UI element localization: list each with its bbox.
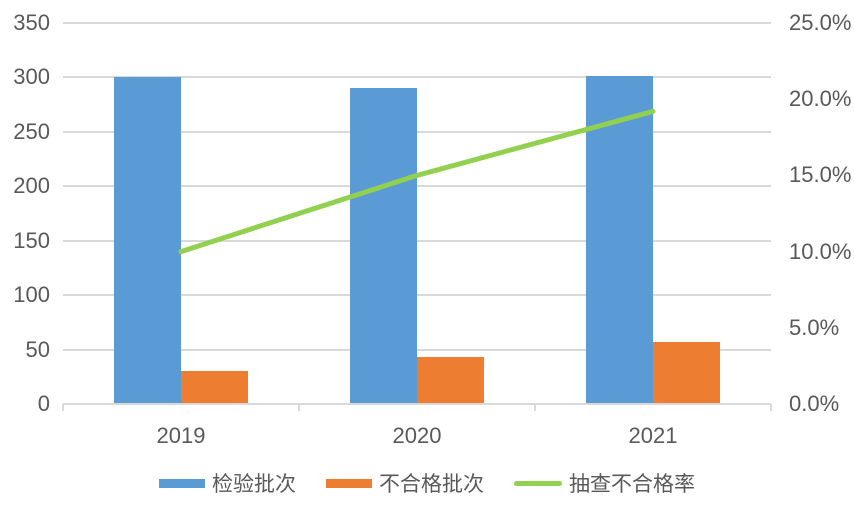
legend-item-inspection-batches: 检验批次 xyxy=(159,468,296,498)
bar-inspection-batches-2021 xyxy=(586,76,653,404)
y-axis-left-label-350: 350 xyxy=(13,10,50,35)
legend-swatch-inspection-batches xyxy=(159,478,205,488)
x-axis-label-2020: 2020 xyxy=(392,423,442,448)
y-axis-left-label-50: 50 xyxy=(25,336,50,362)
y-axis-right-label-25.0%: 25.0% xyxy=(789,10,852,35)
y-axis-right-label-20.0%: 20.0% xyxy=(789,86,852,112)
x-axis-tick xyxy=(770,404,772,411)
y-axis-left-label-100: 100 xyxy=(13,282,50,308)
y-axis-right-label-10.0%: 10.0% xyxy=(789,238,852,264)
bar-unqualified-batches-2021 xyxy=(653,341,720,404)
x-axis-label-2021: 2021 xyxy=(628,423,678,448)
legend-swatch-unqualified-batches xyxy=(326,478,372,488)
y-axis-left-label-150: 150 xyxy=(13,227,50,253)
y-axis-left-label-200: 200 xyxy=(13,173,50,199)
y-axis-right-label-0.0%: 0.0% xyxy=(789,391,840,416)
x-axis-label-2019: 2019 xyxy=(156,423,206,448)
y-axis-right-label-15.0%: 15.0% xyxy=(789,162,852,188)
x-axis-tick xyxy=(534,404,536,411)
legend-item-sampling-failure-rate: 抽查不合格率 xyxy=(514,468,695,498)
bar-unqualified-batches-2020 xyxy=(417,357,484,404)
bar-unqualified-batches-2019 xyxy=(181,371,248,404)
legend-swatch-sampling-failure-rate xyxy=(514,480,562,486)
y-axis-left-label-0: 0 xyxy=(37,391,50,416)
legend-item-unqualified-batches: 不合格批次 xyxy=(326,468,484,498)
y-axis-left-label-250: 250 xyxy=(13,118,50,144)
bar-inspection-batches-2020 xyxy=(350,88,417,404)
legend-label-unqualified-batches: 不合格批次 xyxy=(379,473,484,496)
y-axis-left-label-300: 300 xyxy=(13,64,50,90)
x-axis-tick xyxy=(298,404,300,411)
gridline-50 xyxy=(63,348,771,351)
legend: 检验批次 不合格批次 抽查不合格率 xyxy=(0,469,854,497)
gridline-100 xyxy=(63,294,771,297)
bar-inspection-batches-2019 xyxy=(114,77,181,404)
gridline-350 xyxy=(63,22,771,24)
x-axis-line xyxy=(63,403,771,405)
x-axis-tick xyxy=(62,404,64,411)
y-axis-right-label-5.0%: 5.0% xyxy=(789,314,840,340)
gridline-300 xyxy=(63,76,771,79)
legend-label-inspection-batches: 检验批次 xyxy=(212,473,296,496)
legend-label-sampling-failure-rate: 抽查不合格率 xyxy=(569,473,695,496)
